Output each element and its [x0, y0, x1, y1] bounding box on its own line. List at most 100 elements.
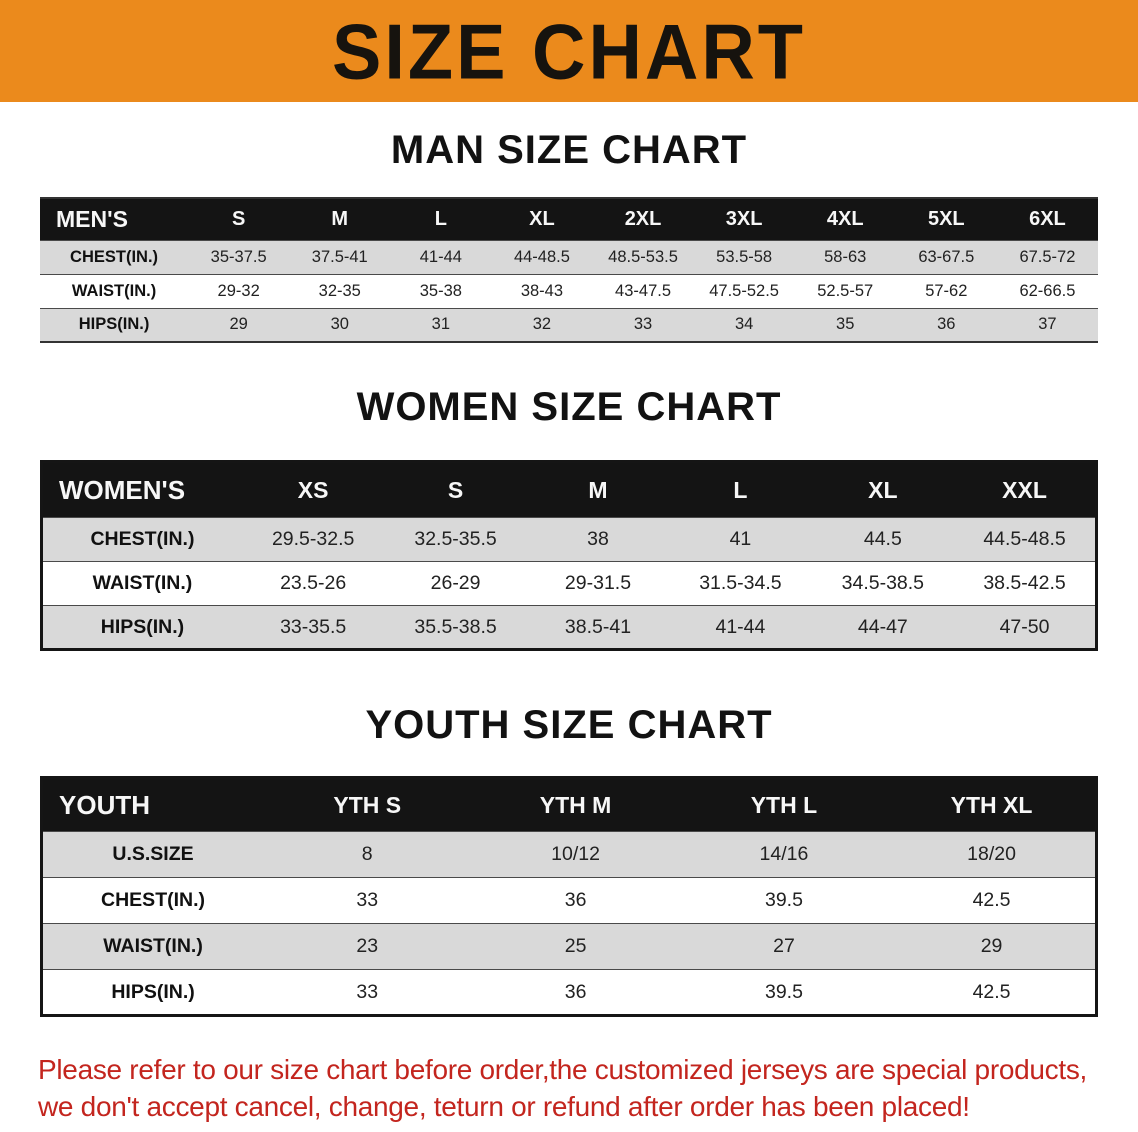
value-cell: 29 — [229, 315, 248, 334]
table-row: CHEST(IN.) 35-37.5 37.5-41 41-44 44-48.5 48.5… — [40, 240, 1098, 274]
women-size-table: WOMEN'S XS S M L XL XXL CHEST(IN.) 29.5-32.5 32.5… — [40, 460, 1098, 651]
table-row: CHEST(IN.) 33 36 39.5 42.5 — [41, 877, 1097, 924]
value-cell: 27 — [773, 935, 795, 957]
value-cell: 29-31.5 — [564, 572, 632, 594]
size-header-cell: S — [384, 461, 527, 518]
size-header-cell: 5XL — [895, 198, 997, 240]
men-section-heading: MAN SIZE CHART — [390, 128, 748, 172]
size-header-cell: XL — [811, 461, 955, 518]
value-cell: 31.5-34.5 — [699, 572, 782, 594]
value-cell: 41-44 — [419, 247, 462, 266]
value-cell: 39.5 — [764, 980, 803, 1003]
value-cell: 34 — [734, 315, 754, 334]
disclaimer: Please refer to our size chart before or… — [38, 1051, 1100, 1125]
size-header-cell: M — [526, 461, 670, 518]
size-header-cell: YTH M — [471, 777, 680, 832]
value-cell: 32.5-35.5 — [414, 528, 497, 550]
value-cell: 23.5-26 — [280, 572, 347, 594]
row-label-cell: WAIST(IN.) — [71, 281, 157, 300]
value-cell: 58-63 — [824, 247, 867, 266]
table-header-row: MEN'S S M L XL 2XL 3XL 4XL 5XL 6XL — [40, 198, 1098, 240]
table-row: U.S.SIZE 8 10/12 14/16 18/20 — [41, 831, 1097, 878]
size-header-cell: 4XL — [794, 198, 896, 240]
value-cell: 44.5-48.5 — [983, 528, 1066, 550]
value-cell: 35.5-38.5 — [414, 615, 497, 638]
table-row: HIPS(IN.) 29 30 31 32 33 34 35 36 37 — [40, 308, 1098, 342]
size-header-cell: M — [289, 198, 391, 240]
value-cell: 26-29 — [430, 572, 481, 594]
size-header-cell: L — [669, 461, 812, 518]
table-row: HIPS(IN.) 33-35.5 35.5-38.5 38.5-41 41-44 44-… — [41, 605, 1097, 650]
row-label-cell: CHEST(IN.) — [90, 528, 195, 550]
value-cell: 30 — [330, 315, 349, 334]
size-header-cell: XXL — [954, 461, 1097, 518]
row-label-cell: U.S.SIZE — [112, 843, 194, 865]
value-cell: 63-67.5 — [918, 247, 975, 266]
value-cell: 31 — [431, 315, 451, 334]
size-header-cell: L — [390, 198, 492, 240]
value-cell: 41 — [729, 528, 752, 550]
row-label-cell: HIPS(IN.) — [78, 315, 150, 334]
women-section: WOMEN SIZE CHART WOMEN'S XS S M L XL XXL CHEST(… — [0, 385, 1138, 651]
size-header-cell: 6XL — [996, 198, 1098, 240]
value-cell: 67.5-72 — [1019, 247, 1076, 266]
value-cell: 52.5-57 — [817, 281, 874, 300]
row-label-cell: HIPS(IN.) — [100, 615, 185, 638]
size-header-cell: 2XL — [592, 198, 694, 240]
value-cell: 47-50 — [999, 615, 1050, 638]
value-cell: 47.5-52.5 — [709, 281, 779, 300]
table-title-cell: MEN'S — [40, 198, 189, 240]
value-cell: 18/20 — [967, 843, 1016, 865]
value-cell: 39.5 — [764, 889, 803, 911]
value-cell: 37 — [1038, 315, 1057, 334]
size-header-cell: 3XL — [693, 198, 795, 240]
value-cell: 33 — [356, 980, 379, 1003]
value-cell: 32 — [532, 315, 552, 334]
value-cell: 29.5-32.5 — [271, 528, 355, 550]
value-cell: 10/12 — [551, 843, 600, 865]
value-cell: 44.5 — [863, 528, 902, 550]
men-size-table: MEN'S S M L XL 2XL 3XL 4XL 5XL 6XL CHEST(IN.) 35-37… — [40, 197, 1098, 343]
size-header-cell: XL — [491, 198, 593, 240]
value-cell: 33 — [633, 315, 653, 334]
value-cell: 32-35 — [318, 281, 361, 300]
value-cell: 36 — [564, 980, 587, 1003]
disclaimer-line-1: Please refer to our size chart before or… — [38, 1054, 1088, 1085]
table-row: WAIST(IN.) 23.5-26 26-29 29-31.5 31.5-34.5 34… — [41, 561, 1097, 606]
size-header-cell: S — [188, 198, 290, 240]
value-cell: 35-38 — [419, 281, 462, 300]
value-cell: 38-43 — [520, 281, 564, 300]
value-cell: 36 — [937, 315, 956, 334]
youth-section-heading: YOUTH SIZE CHART — [365, 703, 773, 747]
row-label-cell: HIPS(IN.) — [111, 980, 195, 1003]
size-header-cell: YTH S — [263, 777, 472, 832]
row-label-cell: CHEST(IN.) — [70, 247, 159, 266]
table-row: WAIST(IN.) 23 25 27 29 — [41, 923, 1097, 970]
women-section-heading: WOMEN SIZE CHART — [356, 385, 782, 429]
value-cell: 35 — [836, 315, 855, 334]
value-cell: 62-66.5 — [1019, 281, 1076, 300]
value-cell: 8 — [361, 843, 373, 865]
men-section: MAN SIZE CHART MEN'S S M L XL 2XL 3XL 4XL 5XL 6XL… — [0, 128, 1138, 343]
value-cell: 33 — [356, 889, 379, 911]
row-label-cell: WAIST(IN.) — [92, 572, 193, 594]
value-cell: 53.5-58 — [716, 247, 773, 266]
value-cell: 37.5-41 — [311, 247, 368, 266]
value-cell: 44-48.5 — [513, 247, 570, 266]
table-row: WAIST(IN.) 29-32 32-35 35-38 38-43 43-47.5 47.… — [40, 274, 1098, 308]
value-cell: 41-44 — [715, 615, 766, 638]
table-title-cell: WOMEN'S — [41, 461, 242, 518]
size-header-cell: YTH L — [679, 777, 889, 832]
value-cell: 43-47.5 — [615, 281, 672, 300]
value-cell: 57-62 — [925, 281, 968, 300]
value-cell: 42.5 — [972, 889, 1011, 911]
value-cell: 33-35.5 — [280, 615, 347, 638]
value-cell: 23 — [356, 935, 379, 957]
value-cell: 48.5-53.5 — [608, 247, 678, 266]
value-cell: 34.5-38.5 — [841, 572, 925, 594]
value-cell: 25 — [564, 935, 587, 957]
row-label-cell: WAIST(IN.) — [103, 935, 203, 957]
page-title: SIZE CHART — [332, 7, 806, 95]
value-cell: 38 — [587, 528, 609, 550]
